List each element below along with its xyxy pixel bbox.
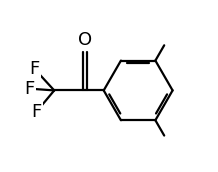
Text: F: F <box>24 80 35 98</box>
Text: F: F <box>30 60 40 78</box>
Text: O: O <box>78 31 92 49</box>
Text: F: F <box>31 103 42 121</box>
